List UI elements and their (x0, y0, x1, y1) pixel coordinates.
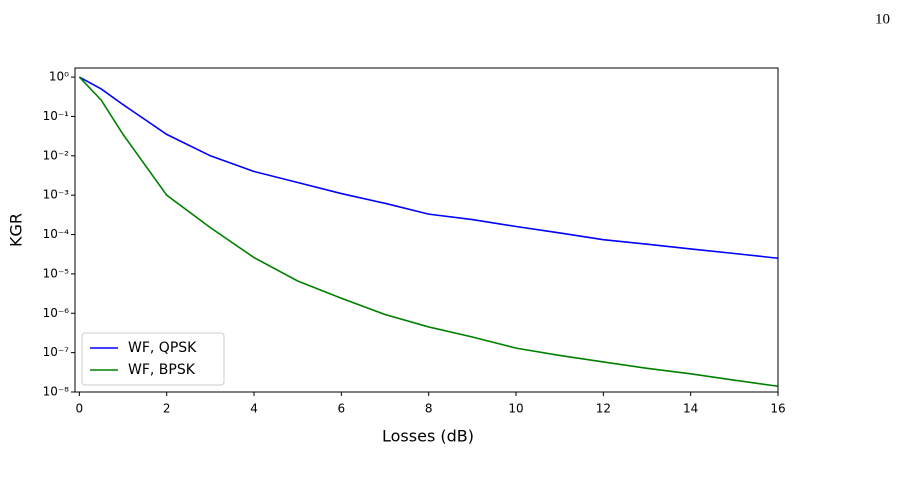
legend: WF, QPSK WF, BPSK (81, 332, 225, 386)
y-tick-label: 10⁻¹ (43, 109, 70, 123)
y-tick-label: 10⁻⁶ (43, 306, 70, 320)
x-axis-label: Losses (dB) (382, 427, 474, 446)
y-axis-label: KGR (7, 213, 26, 247)
x-tick-label: 10 (508, 402, 523, 416)
x-tick-label: 6 (338, 402, 346, 416)
x-tick-label: 0 (76, 402, 84, 416)
line-series (78, 76, 779, 388)
plot-frame (74, 67, 779, 393)
page-number: 10 (875, 11, 890, 27)
y-tick-label: 10⁻⁴ (43, 227, 70, 241)
x-tick-label: 2 (163, 402, 171, 416)
y-tick-label: 10⁻² (43, 148, 70, 162)
legend-label: WF, BPSK (128, 362, 196, 378)
x-tick-label: 12 (596, 402, 611, 416)
x-tick-label: 4 (250, 402, 258, 416)
x-tick-label: 14 (683, 402, 698, 416)
legend-label: WF, QPSK (128, 340, 197, 356)
y-tick-label: 10⁰ (49, 70, 69, 84)
x-tick-label: 8 (425, 402, 433, 416)
x-tick-label: 16 (770, 402, 785, 416)
y-tick-label: 10⁻³ (43, 188, 70, 202)
y-tick-label: 10⁻⁸ (43, 385, 70, 399)
y-tick-label: 10⁻⁷ (43, 345, 70, 359)
legend-box (81, 332, 225, 386)
line-series (78, 76, 779, 260)
y-tick-label: 10⁻⁵ (43, 266, 70, 280)
